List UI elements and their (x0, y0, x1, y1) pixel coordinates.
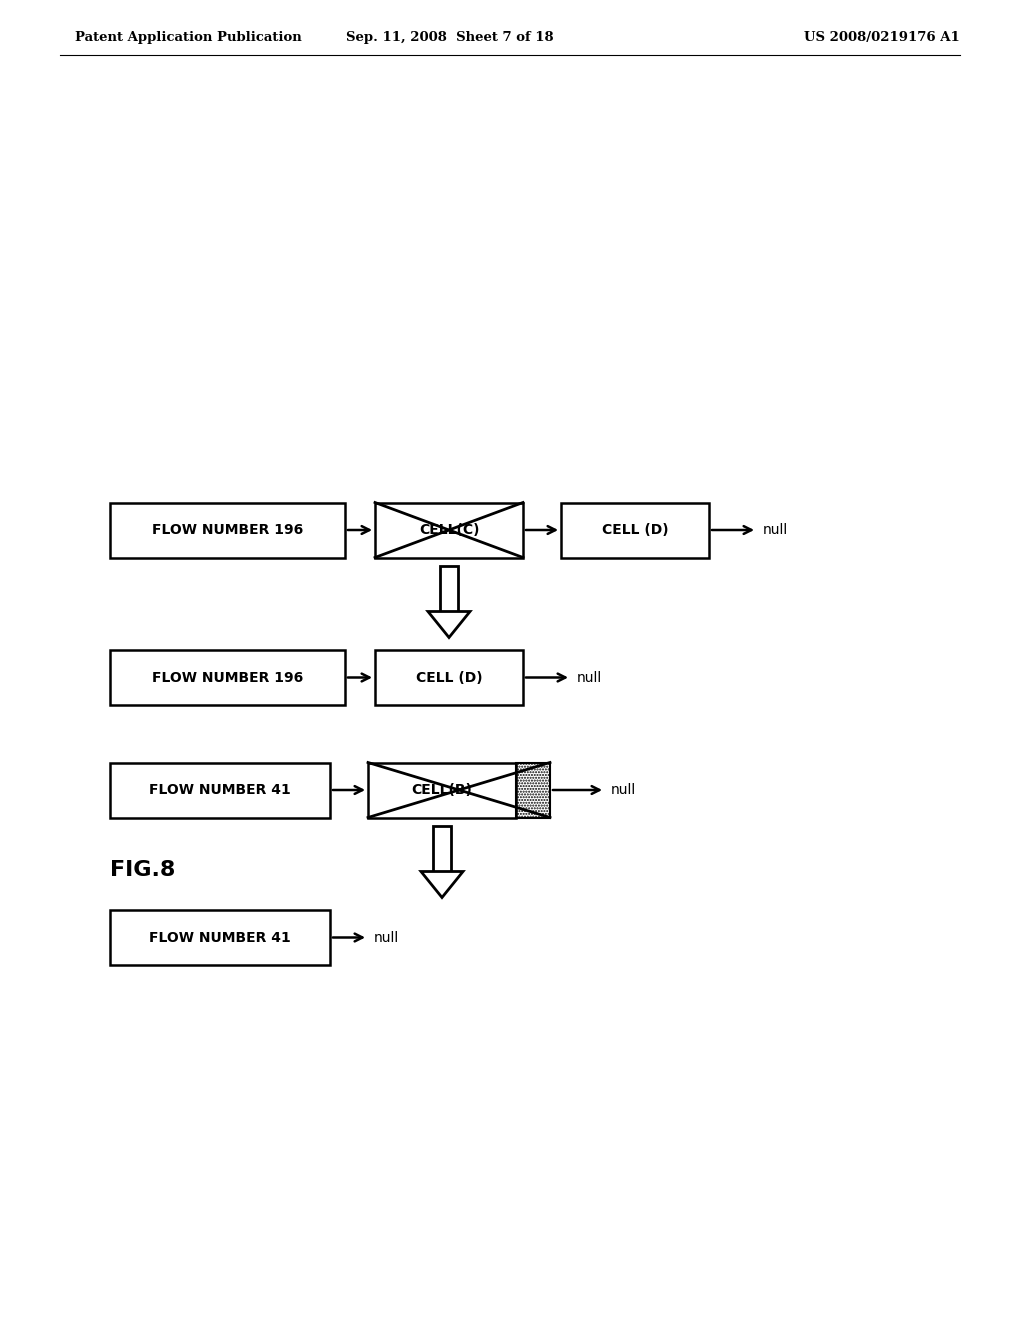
Bar (561, 503, 709, 557)
Text: CELL (D): CELL (D) (602, 523, 669, 537)
Text: null: null (374, 931, 399, 945)
Text: US 2008/0219176 A1: US 2008/0219176 A1 (804, 30, 961, 44)
Text: Patent Application Publication: Patent Application Publication (75, 30, 302, 44)
Text: null: null (763, 523, 788, 537)
Bar (110, 763, 330, 817)
Bar (375, 503, 523, 557)
Text: FLOW NUMBER 41: FLOW NUMBER 41 (150, 783, 291, 797)
Bar (440, 565, 458, 611)
Bar (516, 763, 550, 817)
Bar (110, 649, 345, 705)
Text: CELL(C): CELL(C) (419, 523, 479, 537)
Polygon shape (421, 871, 463, 898)
Text: FIG.8: FIG.8 (110, 861, 175, 880)
Text: CELL (D): CELL (D) (416, 671, 482, 685)
Bar (110, 503, 345, 557)
Text: Sep. 11, 2008  Sheet 7 of 18: Sep. 11, 2008 Sheet 7 of 18 (346, 30, 554, 44)
Bar (433, 825, 451, 871)
Text: FLOW NUMBER 41: FLOW NUMBER 41 (150, 931, 291, 945)
Text: null: null (577, 671, 602, 685)
Text: CELL(B): CELL(B) (412, 783, 472, 797)
Text: FLOW NUMBER 196: FLOW NUMBER 196 (152, 523, 303, 537)
Bar (110, 909, 330, 965)
Text: null: null (611, 783, 636, 797)
Text: FLOW NUMBER 196: FLOW NUMBER 196 (152, 671, 303, 685)
Bar (375, 649, 523, 705)
Polygon shape (428, 611, 470, 638)
Bar (368, 763, 516, 817)
